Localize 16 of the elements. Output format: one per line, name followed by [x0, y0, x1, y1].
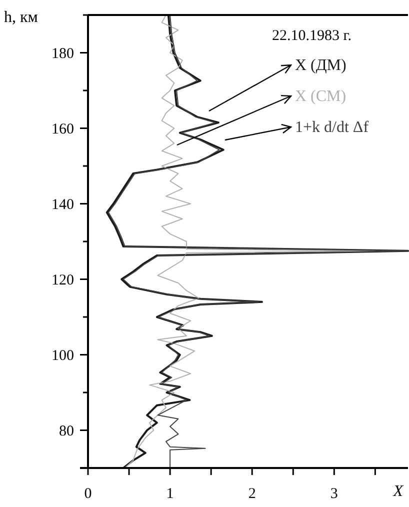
y-axis-title: h, км [4, 9, 38, 26]
y-tick-label: 180 [52, 46, 74, 62]
text: X (СМ) [295, 88, 346, 105]
text: X (ДМ) [295, 57, 346, 74]
legend-title: 22.10.1983 г. [272, 28, 352, 44]
x-tick-label: 0 [84, 486, 92, 502]
y-tick-label: 120 [52, 272, 74, 288]
x-tick-label: 2 [248, 486, 256, 502]
y-tick-label: 160 [52, 122, 74, 138]
y-tick-label: 100 [52, 348, 74, 364]
x-axis-title: X [392, 483, 404, 500]
text: 1+k d/dt Δf [295, 119, 370, 136]
x-tick-label: 3 [330, 486, 338, 502]
x-tick-label: 1 [166, 486, 174, 502]
y-tick-label: 140 [52, 197, 74, 213]
y-tick-label: 80 [59, 424, 74, 440]
